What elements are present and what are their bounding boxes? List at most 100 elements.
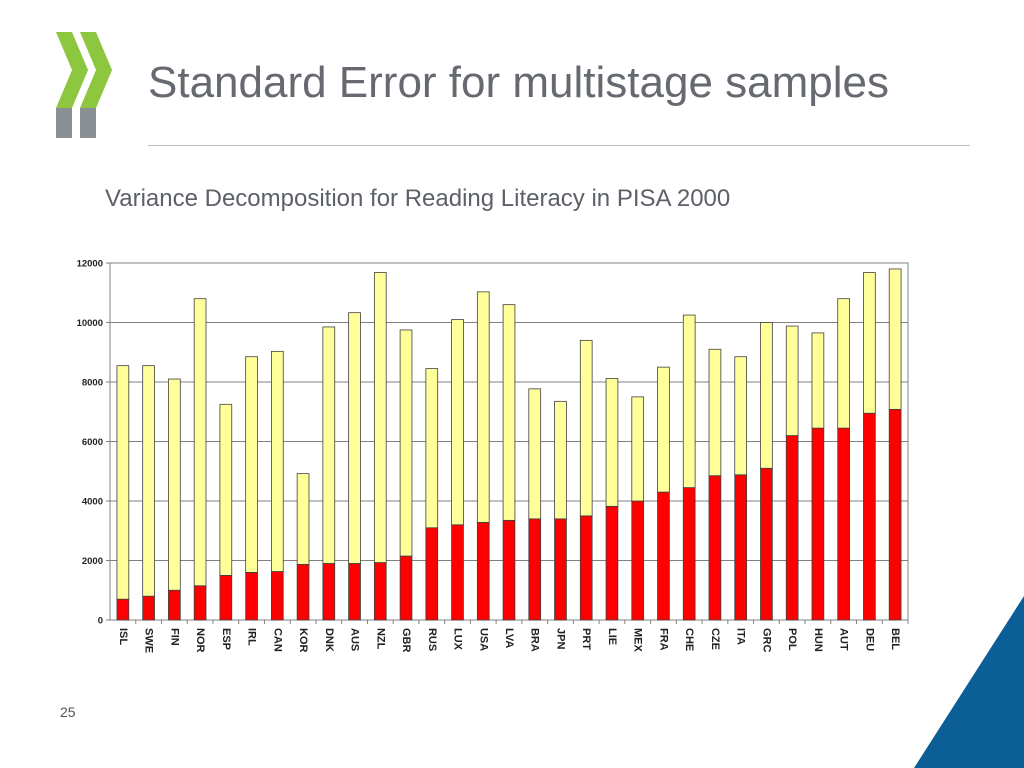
x-tick-label: FRA bbox=[657, 628, 669, 651]
bar-segment-lower bbox=[811, 427, 825, 621]
bar-segment-upper bbox=[245, 356, 258, 573]
bar-segment-upper bbox=[837, 298, 850, 429]
bar-segment-upper bbox=[168, 378, 181, 591]
bar-segment-lower bbox=[271, 571, 284, 621]
logo-chevron-green-right bbox=[80, 32, 112, 108]
bar-segment-lower bbox=[476, 522, 490, 621]
x-tick-label: IRL bbox=[246, 628, 258, 646]
x-tick-label: ESP bbox=[220, 628, 232, 650]
bar-segment-lower bbox=[296, 563, 310, 621]
x-tick-label: GRC bbox=[760, 628, 772, 653]
bar-segment-lower bbox=[579, 515, 593, 621]
bar-segment-upper bbox=[528, 388, 542, 520]
x-tick-label: USA bbox=[477, 628, 489, 651]
oecd-logo bbox=[56, 32, 112, 138]
bar-segment-upper bbox=[399, 329, 413, 557]
bar-segment-upper bbox=[631, 396, 645, 502]
logo-bar-grey-left bbox=[56, 108, 72, 138]
x-tick-label: AUS bbox=[349, 628, 361, 651]
bar-segment-upper bbox=[811, 332, 825, 429]
bar-segment-lower bbox=[373, 562, 387, 621]
bar-segment-lower bbox=[528, 518, 542, 621]
x-tick-label: FIN bbox=[168, 628, 180, 646]
x-tick-label: CHE bbox=[683, 628, 695, 651]
x-tick-label: NZL bbox=[374, 628, 386, 650]
x-tick-label: DEU bbox=[863, 628, 875, 651]
bar-segment-upper bbox=[682, 314, 696, 489]
bar-segment-lower bbox=[425, 527, 439, 621]
y-tick-label: 4000 bbox=[82, 497, 103, 508]
x-tick-label: RUS bbox=[426, 628, 438, 651]
bar-segment-lower bbox=[682, 487, 696, 621]
bar-segment-upper bbox=[785, 325, 799, 436]
page-number: 25 bbox=[60, 704, 76, 720]
corner-decoration bbox=[914, 596, 1024, 768]
bar-segment-lower bbox=[219, 574, 233, 621]
bar-segment-upper bbox=[451, 319, 464, 526]
bar-segment-lower bbox=[399, 555, 413, 621]
bar-segment-lower bbox=[888, 408, 902, 621]
bar-segment-lower bbox=[451, 524, 464, 621]
bar-segment-upper bbox=[760, 322, 773, 469]
y-tick-label: 12000 bbox=[77, 259, 103, 270]
x-tick-label: KOR bbox=[297, 628, 309, 653]
bar-segment-lower bbox=[116, 598, 130, 621]
bar-segment-lower bbox=[708, 475, 722, 621]
bar-segment-upper bbox=[863, 272, 876, 414]
bar-segment-upper bbox=[708, 348, 722, 477]
bar-segment-lower bbox=[605, 505, 619, 621]
x-tick-label: GBR bbox=[400, 628, 412, 653]
bar-segment-upper bbox=[554, 400, 567, 520]
x-tick-label: SWE bbox=[143, 628, 155, 653]
bar-segment-lower bbox=[168, 589, 181, 621]
bar-segment-upper bbox=[888, 268, 902, 410]
slide-title: Standard Error for multistage samples bbox=[148, 58, 889, 107]
x-tick-label: ITA bbox=[735, 628, 747, 645]
bar-segment-lower bbox=[348, 563, 361, 621]
bar-segment-upper bbox=[193, 298, 207, 587]
x-tick-label: NOR bbox=[194, 628, 206, 653]
bar-segment-upper bbox=[348, 312, 361, 564]
bar-segment-lower bbox=[785, 435, 799, 621]
bar-segment-lower bbox=[837, 427, 850, 621]
bar-segment-lower bbox=[502, 519, 516, 621]
x-tick-label: ISL bbox=[117, 628, 129, 645]
x-tick-label: PRT bbox=[580, 628, 592, 650]
bar-segment-upper bbox=[605, 378, 619, 507]
bar-segment-upper bbox=[296, 473, 310, 565]
bar-segment-upper bbox=[142, 365, 155, 597]
bar-segment-upper bbox=[734, 356, 747, 476]
x-tick-label: JPN bbox=[554, 628, 566, 649]
bar-segment-lower bbox=[193, 585, 207, 621]
slide-subtitle: Variance Decomposition for Reading Liter… bbox=[105, 185, 731, 212]
bar-segment-upper bbox=[579, 339, 593, 517]
corner-blue-triangle bbox=[914, 596, 1024, 768]
bar-segment-upper bbox=[219, 403, 233, 576]
x-tick-label: CZE bbox=[709, 628, 721, 650]
x-tick-label: LVA bbox=[503, 628, 515, 648]
title-divider bbox=[148, 145, 970, 146]
bar-segment-upper bbox=[502, 304, 516, 521]
bar-segment-lower bbox=[322, 563, 336, 621]
bar-segment-upper bbox=[373, 272, 387, 563]
x-tick-label: BRA bbox=[529, 628, 541, 652]
y-tick-label: 8000 bbox=[82, 378, 103, 389]
y-tick-label: 6000 bbox=[82, 437, 103, 448]
x-tick-label: MEX bbox=[632, 628, 644, 653]
bar-segment-upper bbox=[476, 291, 490, 523]
x-tick-label: BEL bbox=[889, 628, 901, 650]
x-tick-label: AUT bbox=[838, 628, 850, 651]
bar-segment-lower bbox=[734, 474, 747, 621]
y-tick-label: 10000 bbox=[77, 318, 103, 329]
bar-segment-upper bbox=[425, 368, 439, 529]
bar-segment-lower bbox=[245, 572, 258, 621]
y-tick-label: 2000 bbox=[82, 556, 103, 567]
bar-segment-lower bbox=[554, 518, 567, 621]
x-tick-label: POL bbox=[786, 628, 798, 651]
y-tick-label: 0 bbox=[98, 616, 103, 627]
bar-segment-lower bbox=[863, 412, 876, 621]
bar-segment-upper bbox=[322, 326, 336, 564]
logo-chevron-green-left bbox=[56, 32, 88, 108]
bar-segment-lower bbox=[760, 467, 773, 621]
